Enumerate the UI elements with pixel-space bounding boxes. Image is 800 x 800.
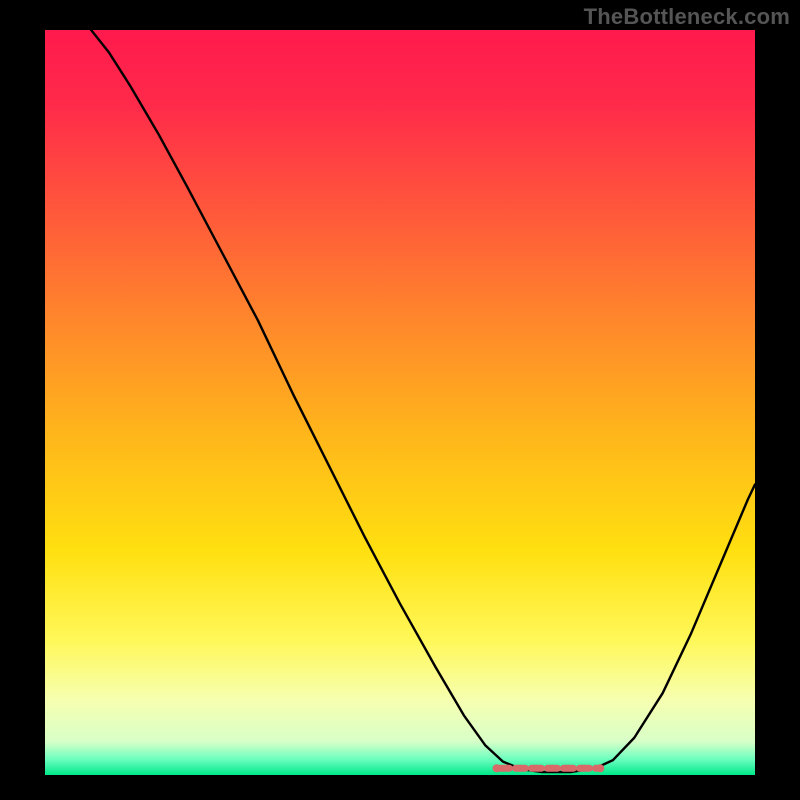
plot-area xyxy=(45,30,755,775)
gradient-background xyxy=(45,30,755,775)
watermark-text: TheBottleneck.com xyxy=(584,4,790,30)
chart-svg xyxy=(45,30,755,775)
chart-container: TheBottleneck.com xyxy=(0,0,800,800)
